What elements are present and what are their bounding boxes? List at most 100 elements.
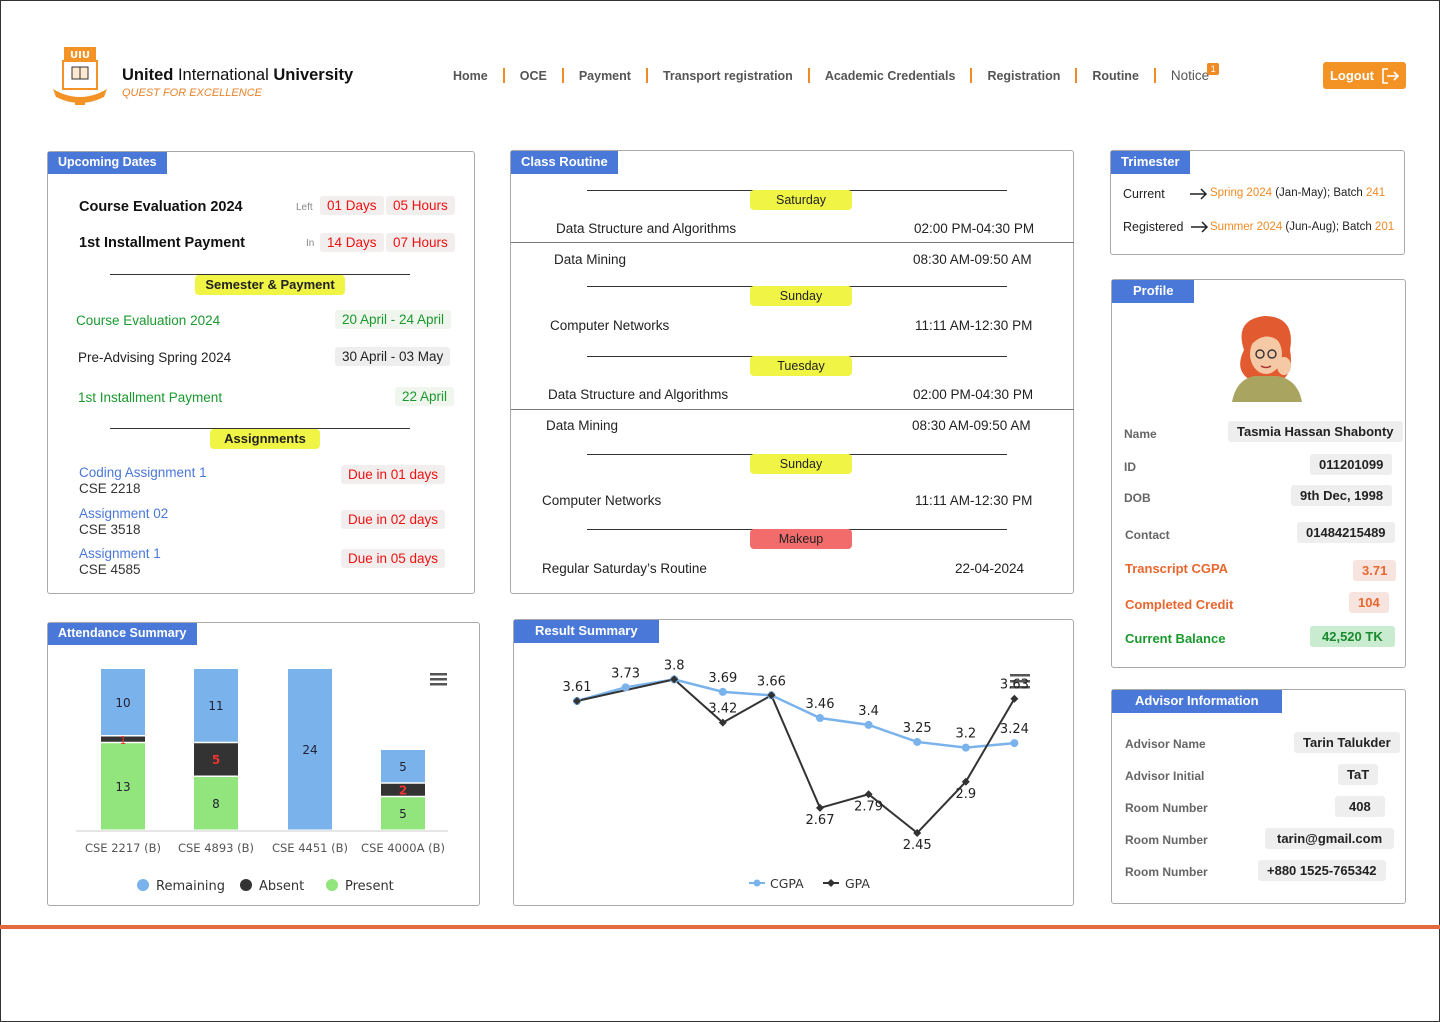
nav-home[interactable]: Home bbox=[453, 68, 488, 83]
cgpa-point[interactable] bbox=[913, 737, 922, 746]
legend-label[interactable]: GPA bbox=[845, 876, 870, 891]
class-routine-card: Class Routine Saturday Data Structure an… bbox=[510, 150, 1074, 594]
nav-divider bbox=[561, 68, 564, 83]
assignment-course: CSE 3518 bbox=[79, 522, 141, 537]
due-badge: Due in 02 days bbox=[341, 510, 446, 529]
cgpa-point[interactable] bbox=[718, 687, 727, 696]
nav-divider bbox=[1075, 68, 1078, 83]
legend-marker bbox=[326, 879, 338, 891]
advisor-field-label: Room Number bbox=[1125, 801, 1208, 815]
days-left-badge: 14 Days bbox=[320, 233, 384, 252]
cgpa-point[interactable] bbox=[621, 683, 630, 692]
bar-data-label: 5 bbox=[399, 807, 407, 821]
upcoming-dates-card: Upcoming Dates Course Evaluation 2024 Le… bbox=[47, 151, 475, 594]
profile-field-label: Contact bbox=[1125, 528, 1170, 542]
tagline: QUEST FOR EXCELLENCE bbox=[122, 87, 262, 99]
routine-time: 02:00 PM-04:30 PM bbox=[913, 387, 1034, 402]
bar-present[interactable] bbox=[101, 743, 145, 830]
nav-oce[interactable]: OCE bbox=[519, 68, 547, 83]
upcoming-item-name: Course Evaluation 2024 bbox=[79, 199, 243, 215]
class-routine-title: Class Routine bbox=[511, 151, 618, 174]
data-label: 3.69 bbox=[708, 671, 737, 686]
legend-label[interactable]: Absent bbox=[259, 879, 304, 894]
chart-menu-icon[interactable] bbox=[430, 673, 447, 686]
profile-card: Profile Name Tasmia Hassan Shabonty ID 0… bbox=[1111, 279, 1406, 668]
row-divider bbox=[511, 409, 1074, 410]
profile-name-value: Tasmia Hassan Shabonty bbox=[1228, 421, 1403, 442]
bar-absent[interactable] bbox=[381, 783, 425, 796]
gpa-point[interactable] bbox=[573, 696, 581, 705]
semester-item-date: 30 April - 03 May bbox=[335, 347, 451, 366]
profile-dob-value: 9th Dec, 1998 bbox=[1291, 485, 1393, 506]
gpa-point[interactable] bbox=[961, 777, 970, 786]
bar-remaining[interactable] bbox=[288, 669, 332, 830]
nav-registration[interactable]: Registration bbox=[987, 68, 1061, 83]
legend-label[interactable]: Present bbox=[345, 879, 394, 894]
cgpa-point[interactable] bbox=[816, 714, 824, 723]
nav-divider bbox=[502, 68, 505, 83]
nav-transport-registration[interactable]: Transport registration bbox=[662, 68, 793, 83]
gpa-point[interactable] bbox=[1010, 694, 1019, 703]
bar-present[interactable] bbox=[194, 777, 238, 830]
logout-icon bbox=[1382, 67, 1400, 84]
legend-label[interactable]: CGPA bbox=[770, 876, 804, 891]
bar-data-label: 1 bbox=[120, 734, 127, 747]
cgpa-value: 3.71 bbox=[1353, 560, 1397, 581]
routine-course: Regular Saturday’s Routine bbox=[542, 561, 707, 576]
legend-marker bbox=[753, 879, 761, 887]
bar-remaining[interactable] bbox=[194, 669, 238, 742]
routine-course: Data Structure and Algorithms bbox=[548, 387, 729, 402]
advisor-field-label: Room Number bbox=[1125, 865, 1208, 879]
gpa-point[interactable] bbox=[816, 803, 824, 812]
gpa-point[interactable] bbox=[864, 790, 873, 799]
legend-marker bbox=[827, 879, 835, 887]
makeup-label: Makeup bbox=[750, 529, 852, 549]
logout-button[interactable]: Logout bbox=[1323, 62, 1406, 89]
assignment-course: CSE 4585 bbox=[79, 562, 141, 577]
attendance-chart: 13 1 10 CSE 2217 (B) 8 5 11 CSE 4893 (B) 24 CSE 4… bbox=[76, 669, 448, 894]
bar-absent[interactable] bbox=[101, 736, 145, 742]
uiu-logo[interactable]: UIU bbox=[50, 45, 110, 107]
data-label: 2.67 bbox=[806, 813, 835, 828]
x-tick-label: CSE 4000A (B) bbox=[361, 841, 445, 855]
series-line-cgpa bbox=[576, 678, 1015, 749]
gpa-point[interactable] bbox=[767, 691, 776, 700]
data-label: 3.4 bbox=[858, 704, 879, 719]
trimester-title: Trimester bbox=[1111, 151, 1190, 174]
credit-value: 104 bbox=[1349, 592, 1389, 613]
profile-field-label: Current Balance bbox=[1125, 631, 1226, 646]
advisor-email-value[interactable]: tarin@gmail.com bbox=[1265, 828, 1395, 849]
semester-item-name: 1st Installment Payment bbox=[78, 390, 223, 405]
bar-data-label: 8 bbox=[212, 797, 220, 811]
gpa-point[interactable] bbox=[670, 675, 679, 684]
assignment-link[interactable]: Coding Assignment 1 bbox=[79, 465, 207, 480]
nav-routine[interactable]: Routine bbox=[1092, 68, 1139, 83]
due-badge: Due in 01 days bbox=[341, 465, 446, 484]
bar-data-label: 13 bbox=[115, 780, 130, 794]
nav-academic-credentials[interactable]: Academic Credentials bbox=[824, 68, 956, 83]
bar-remaining[interactable] bbox=[101, 669, 145, 735]
chart-menu-icon[interactable] bbox=[1010, 674, 1030, 689]
gpa-point[interactable] bbox=[913, 828, 922, 837]
bar-data-label: 11 bbox=[208, 699, 223, 713]
nav-notice[interactable]: Notice 1 bbox=[1171, 63, 1220, 83]
gpa-point[interactable] bbox=[718, 718, 727, 727]
bar-remaining[interactable] bbox=[381, 750, 425, 783]
data-label: 3.63 bbox=[1000, 678, 1029, 693]
assignment-link[interactable]: Assignment 02 bbox=[79, 506, 169, 521]
bar-absent[interactable] bbox=[194, 743, 238, 776]
nav-payment[interactable]: Payment bbox=[578, 68, 631, 83]
data-label: 3.73 bbox=[611, 666, 640, 681]
cgpa-point[interactable] bbox=[1010, 739, 1019, 748]
divider bbox=[110, 274, 410, 275]
semester-item-name: Pre-Advising Spring 2024 bbox=[78, 350, 232, 365]
registered-label: Registered bbox=[1123, 220, 1184, 234]
room-value: 408 bbox=[1335, 796, 1385, 817]
due-badge: Due in 05 days bbox=[341, 549, 446, 568]
hours-left-badge: 05 Hours bbox=[386, 196, 455, 215]
assignment-link[interactable]: Assignment 1 bbox=[79, 546, 161, 561]
legend-label[interactable]: Remaining bbox=[156, 879, 225, 894]
cgpa-point[interactable] bbox=[961, 743, 970, 752]
cgpa-point[interactable] bbox=[864, 720, 873, 729]
bar-present[interactable] bbox=[381, 797, 425, 830]
